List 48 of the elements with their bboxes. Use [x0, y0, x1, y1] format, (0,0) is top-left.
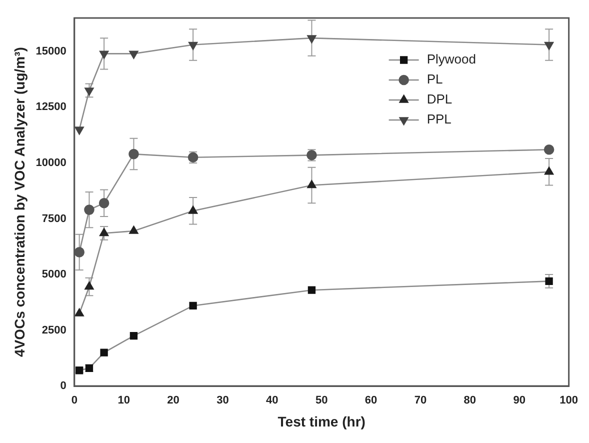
x-tick-label: 30 [216, 394, 229, 407]
x-tick-label: 90 [513, 394, 526, 407]
y-tick-label: 12500 [36, 101, 66, 114]
point [128, 148, 139, 160]
x-tick-label: 40 [266, 394, 278, 407]
point [544, 42, 554, 50]
x-tick-label: 10 [118, 394, 130, 407]
point [545, 277, 553, 286]
point [84, 204, 94, 215]
point [188, 206, 198, 214]
point [98, 198, 110, 208]
point [307, 180, 316, 188]
point [544, 166, 554, 175]
y-tick-label: 5000 [42, 268, 66, 281]
x-tick-label: 0 [71, 394, 78, 407]
legend-label: PL [426, 72, 443, 87]
point [84, 88, 94, 96]
legend-label: Plywood [426, 52, 476, 67]
legend-label: PPL [426, 112, 452, 127]
y-tick-label: 2500 [42, 324, 66, 336]
point [84, 282, 94, 290]
y-tick-label: 10000 [36, 157, 66, 169]
point [544, 144, 554, 155]
point [129, 50, 138, 59]
y-axis-title: 4VOCs concentration by VOC Analyzer (ug/m³) [11, 47, 28, 357]
x-tick-label: 60 [364, 394, 378, 407]
point [100, 50, 109, 59]
x-tick-label: 50 [315, 394, 328, 407]
y-tick-label: 15000 [36, 45, 66, 58]
point [308, 286, 316, 294]
x-tick-label: 20 [167, 394, 180, 407]
point [100, 348, 108, 356]
y-tick-label: 0 [60, 380, 66, 392]
y-tick-label: 7500 [42, 212, 66, 225]
point [74, 247, 84, 258]
point [74, 126, 84, 135]
x-axis-title: Test time (hr) [278, 413, 366, 430]
point [130, 332, 138, 340]
point [74, 308, 84, 316]
x-tick-label: 100 [560, 394, 578, 407]
legend-label: DPL [426, 92, 452, 107]
point [129, 226, 138, 234]
point [100, 228, 109, 236]
x-tick-label: 70 [414, 394, 427, 407]
x-tick-label: 80 [464, 394, 476, 407]
point [189, 302, 197, 310]
point [188, 42, 198, 50]
point [307, 35, 316, 44]
